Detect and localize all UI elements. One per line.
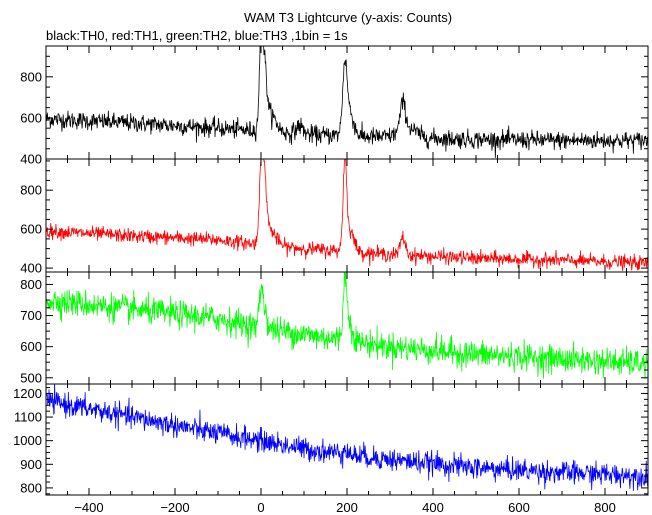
- y-tick-label: 800: [20, 277, 42, 292]
- y-tick-label: 900: [20, 457, 42, 472]
- panel-th2: 500 600 700 800: [20, 271, 649, 385]
- y-tick-label: 800: [20, 69, 42, 84]
- y-tick-label: 800: [20, 480, 42, 495]
- y-tick-label: 400: [20, 152, 42, 167]
- y-tick-label: 1100: [14, 410, 42, 425]
- panel-th3: 800 900 1000 1100 1200: [13, 383, 649, 496]
- y-tick-label: 1000: [13, 433, 42, 448]
- chart-subtitle: black:TH0, red:TH1, green:TH2, blue:TH3 …: [46, 28, 348, 43]
- y-tick-label: 600: [20, 110, 42, 125]
- x-tick-label: 200: [336, 500, 358, 515]
- series-line-th3: [46, 384, 648, 491]
- panel-frame-th0: [45, 45, 649, 160]
- x-tick-label: −200: [160, 500, 189, 515]
- series-line-th2: [46, 272, 648, 380]
- y-tick-label: 600: [20, 222, 42, 237]
- x-tick-label: 600: [508, 500, 530, 515]
- panel-frame-th1: [45, 158, 649, 273]
- x-tick-label: −400: [74, 500, 103, 515]
- x-tick-label: 800: [594, 500, 616, 515]
- y-tick-label: 700: [20, 308, 42, 323]
- y-tick-label: 1200: [13, 386, 42, 401]
- series-line-th0: [46, 46, 648, 158]
- series-line-th1: [46, 159, 648, 271]
- y-tick-label: 800: [20, 183, 42, 198]
- y-tick-label: 400: [20, 261, 42, 276]
- panel-th0: 400 600 800: [20, 45, 649, 167]
- y-tick-label: 500: [20, 370, 42, 385]
- panel-th1: 400 600 800: [20, 158, 649, 276]
- chart-title: WAM T3 Lightcurve (y-axis: Counts): [244, 10, 452, 25]
- x-tick-label: 400: [422, 500, 444, 515]
- y-tick-label: 600: [20, 339, 42, 354]
- x-tick-label: 0: [257, 500, 264, 515]
- panels-group: 4006008004006008005006007008008009001000…: [13, 45, 649, 515]
